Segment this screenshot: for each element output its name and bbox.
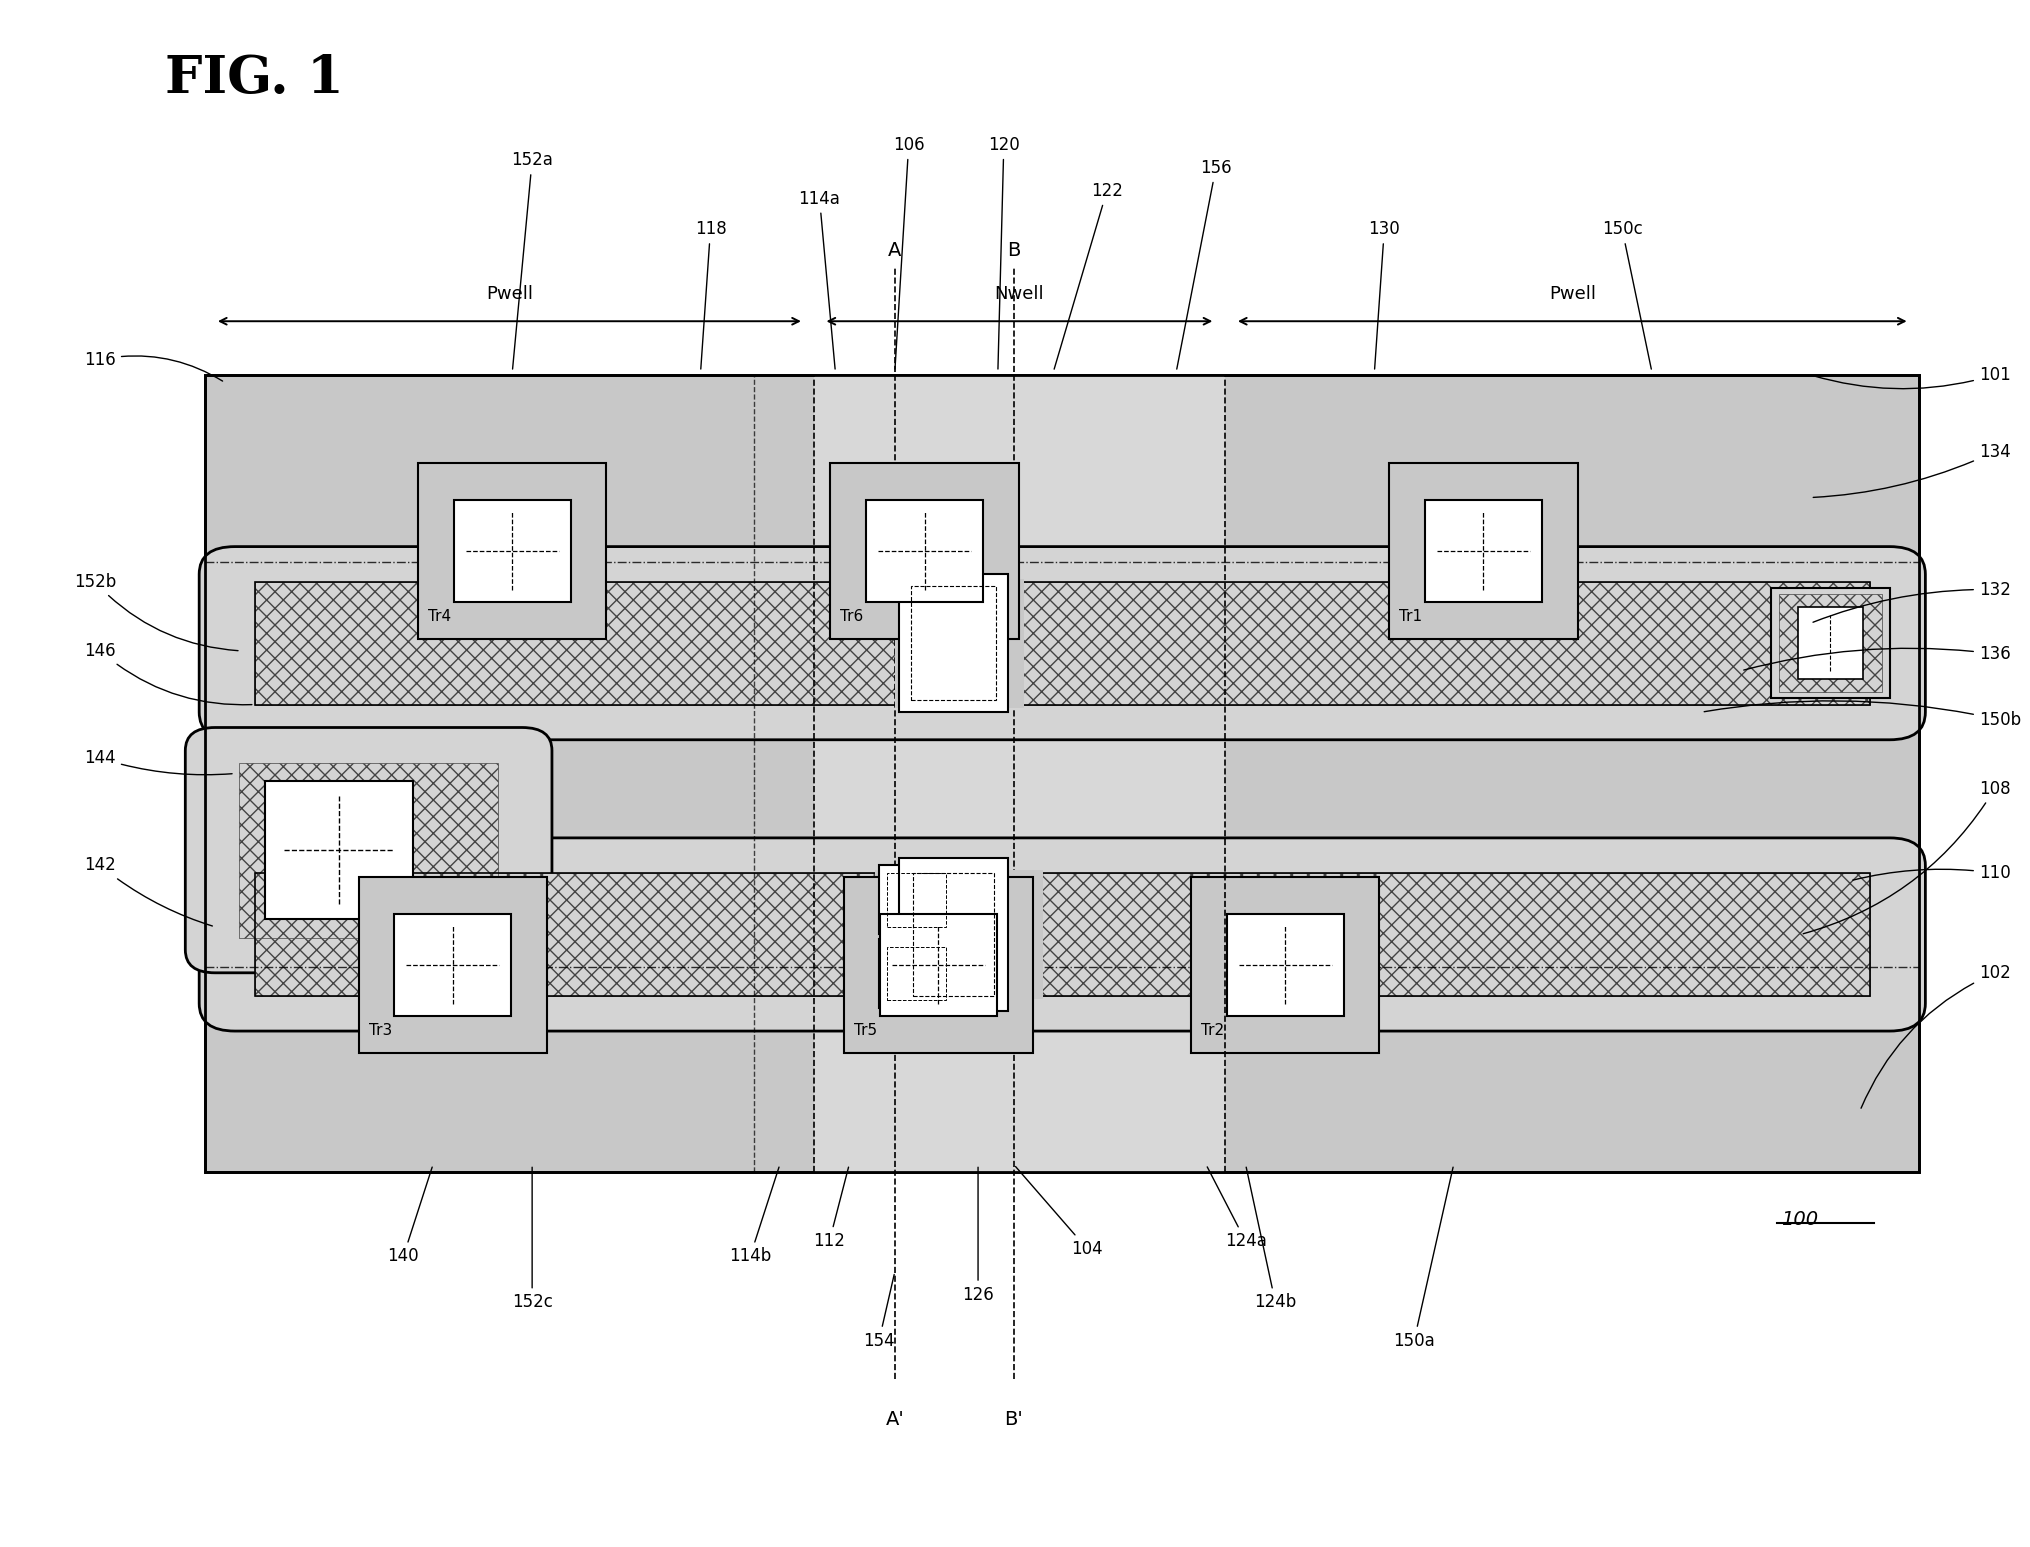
Text: 124b: 124b: [1246, 1166, 1297, 1312]
Text: 142: 142: [83, 857, 213, 927]
Bar: [895, 579, 1023, 707]
Bar: [830, 463, 1019, 639]
Bar: [264, 781, 414, 919]
Bar: [881, 914, 997, 1016]
Bar: [1778, 594, 1882, 692]
Text: FIG. 1: FIG. 1: [166, 53, 345, 104]
Bar: [887, 873, 946, 927]
Text: 152c: 152c: [512, 1168, 552, 1312]
Bar: [254, 582, 1870, 704]
Text: Tr5: Tr5: [855, 1023, 877, 1038]
Text: 104: 104: [1015, 1166, 1102, 1258]
Bar: [418, 463, 607, 639]
Bar: [1425, 500, 1543, 602]
Text: 116: 116: [83, 351, 223, 381]
Text: 152a: 152a: [512, 152, 552, 370]
Bar: [899, 574, 1007, 712]
Text: 154: 154: [863, 1275, 895, 1349]
Text: 108: 108: [1803, 780, 2010, 934]
Text: Pwell: Pwell: [1549, 285, 1596, 303]
Bar: [254, 582, 1870, 704]
Text: 146: 146: [85, 642, 252, 705]
Bar: [1192, 877, 1378, 1054]
FancyBboxPatch shape: [199, 546, 1924, 739]
Bar: [359, 877, 546, 1054]
Text: 136: 136: [1744, 645, 2010, 670]
Bar: [867, 500, 983, 602]
Text: 150a: 150a: [1393, 1166, 1453, 1349]
Text: 112: 112: [814, 1166, 849, 1250]
Text: Tr2: Tr2: [1202, 1023, 1224, 1038]
Bar: [844, 877, 1033, 1054]
Bar: [1797, 608, 1864, 679]
Text: A': A': [885, 1409, 903, 1429]
Text: 144: 144: [85, 749, 231, 775]
Text: 100: 100: [1780, 1210, 1817, 1230]
Bar: [911, 586, 997, 699]
Bar: [254, 873, 1870, 996]
Bar: [1770, 588, 1890, 698]
Text: 130: 130: [1368, 220, 1401, 370]
Bar: [254, 873, 1870, 996]
Bar: [879, 865, 954, 934]
Bar: [879, 939, 954, 1009]
Text: Tr4: Tr4: [428, 610, 451, 623]
FancyBboxPatch shape: [199, 838, 1924, 1030]
FancyBboxPatch shape: [185, 727, 552, 973]
Bar: [1389, 463, 1577, 639]
Text: Tr6: Tr6: [840, 610, 863, 623]
Bar: [899, 859, 1007, 1012]
Text: 150c: 150c: [1602, 220, 1650, 370]
Bar: [1226, 914, 1344, 1016]
Text: 140: 140: [388, 1166, 432, 1265]
Text: 118: 118: [694, 220, 727, 370]
Text: 110: 110: [1853, 865, 2010, 882]
Bar: [240, 763, 499, 937]
Bar: [875, 869, 1043, 999]
Bar: [914, 873, 995, 996]
Text: 114a: 114a: [798, 190, 840, 370]
Text: 124a: 124a: [1208, 1166, 1267, 1250]
Text: B': B': [1005, 1409, 1023, 1429]
Text: A: A: [889, 241, 901, 260]
Bar: [205, 374, 1920, 1173]
Text: 101: 101: [1813, 367, 2010, 388]
Bar: [254, 582, 1870, 704]
Bar: [455, 500, 570, 602]
Bar: [205, 374, 1920, 1173]
Text: 156: 156: [1177, 159, 1232, 370]
Text: B: B: [1007, 241, 1021, 260]
Text: 126: 126: [962, 1168, 995, 1304]
Text: Pwell: Pwell: [485, 285, 534, 303]
Text: 122: 122: [1054, 183, 1123, 370]
Text: 102: 102: [1862, 964, 2010, 1108]
Text: 134: 134: [1813, 442, 2010, 498]
Text: 150b: 150b: [1703, 701, 2022, 729]
Text: 114b: 114b: [729, 1166, 780, 1265]
Bar: [254, 873, 1870, 996]
Text: 120: 120: [989, 136, 1019, 370]
Text: 106: 106: [893, 136, 924, 370]
Text: Nwell: Nwell: [995, 285, 1043, 303]
Bar: [394, 914, 512, 1016]
Text: Tr1: Tr1: [1399, 610, 1423, 623]
Text: 152b: 152b: [73, 572, 238, 651]
Bar: [814, 374, 1226, 1173]
Bar: [887, 947, 946, 1001]
Text: Tr3: Tr3: [369, 1023, 392, 1038]
Text: 132: 132: [1813, 580, 2012, 622]
